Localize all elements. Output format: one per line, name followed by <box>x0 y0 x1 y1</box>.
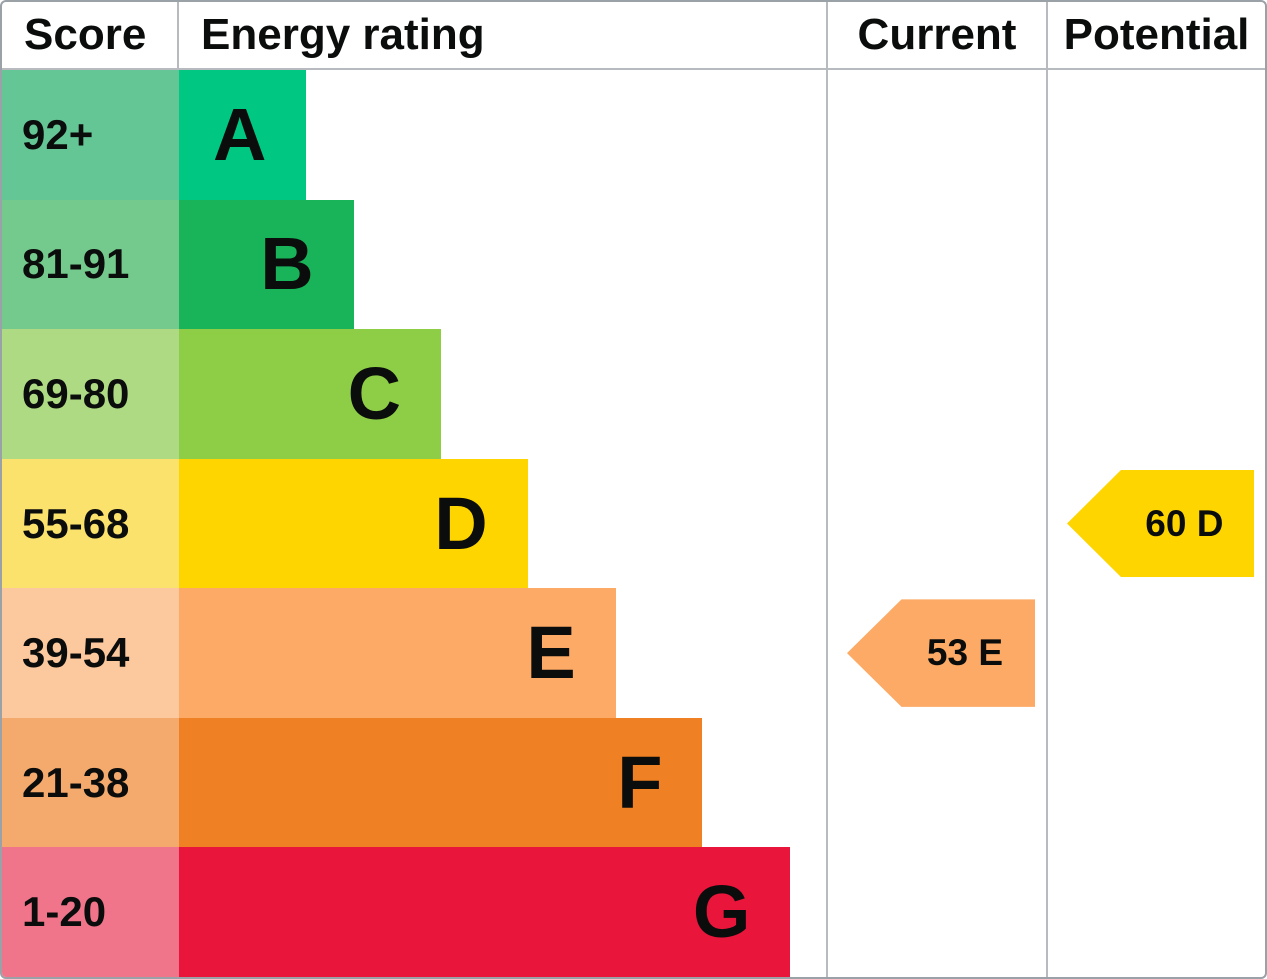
potential-marker-row-d: 60 D <box>1048 459 1265 589</box>
score-range-c: 69-80 <box>2 329 179 459</box>
potential-marker-row-e <box>1048 588 1265 718</box>
potential-rating-arrow: 60 D <box>1067 469 1254 578</box>
current-rating-arrow-label: 53 E <box>926 632 1004 674</box>
band-letter-c: C <box>347 351 402 435</box>
potential-marker-row-f <box>1048 718 1265 848</box>
score-column: Score 92+ 81-91 69-80 55-68 39-54 21-38 1-20 <box>2 2 179 977</box>
potential-marker-row-a <box>1048 70 1265 200</box>
potential-marker-row-b <box>1048 200 1265 330</box>
potential-marker-row-c <box>1048 329 1265 459</box>
rating-bar-row-c: C <box>179 329 826 459</box>
current-marker-row-e: 53 E <box>828 588 1046 718</box>
band-letter-b: B <box>260 222 314 306</box>
score-range-f: 21-38 <box>2 717 179 848</box>
band-letter-e: E <box>526 611 576 695</box>
score-range-e: 39-54 <box>2 588 179 718</box>
current-column-header: Current <box>828 2 1046 70</box>
current-marker-rows: 53 E <box>828 70 1046 977</box>
current-marker-row-c <box>828 329 1046 459</box>
current-marker-row-b <box>828 200 1046 330</box>
rating-bar-e: E <box>179 588 616 718</box>
band-letter-f: F <box>617 740 663 824</box>
potential-rating-arrow-label: 60 D <box>1145 502 1224 544</box>
rating-bar-g: G <box>179 847 791 977</box>
current-marker-row-d <box>828 459 1046 589</box>
score-column-header: Score <box>2 2 179 70</box>
score-range-b: 81-91 <box>2 199 179 330</box>
current-marker-row-a <box>828 70 1046 200</box>
potential-column-header: Potential <box>1048 2 1265 70</box>
rating-bar-row-f: F <box>179 717 826 848</box>
score-range-a: 92+ <box>2 70 179 200</box>
score-range-d: 55-68 <box>2 458 179 589</box>
potential-marker-row-g <box>1048 847 1265 977</box>
potential-column: Potential 60 D <box>1046 2 1265 977</box>
current-rating-arrow: 53 E <box>847 599 1035 707</box>
rating-bar-a: A <box>179 70 307 200</box>
band-letter-a: A <box>213 92 267 176</box>
rating-bar-row-g: G <box>179 847 826 977</box>
potential-marker-rows: 60 D <box>1048 70 1265 977</box>
rating-bar-row-d: D <box>179 458 826 589</box>
band-letter-g: G <box>692 870 751 954</box>
rating-bar-b: B <box>179 199 354 330</box>
rating-bar-row-a: A <box>179 70 826 200</box>
current-marker-row-f <box>828 718 1046 848</box>
rating-bar-d: D <box>179 458 528 589</box>
score-range-g: 1-20 <box>2 847 179 977</box>
score-rows: 92+ 81-91 69-80 55-68 39-54 21-38 1-20 <box>2 70 179 977</box>
band-letter-d: D <box>434 481 488 565</box>
rating-bar-row-b: B <box>179 199 826 330</box>
rating-bar-c: C <box>179 329 442 459</box>
energy-rating-column-header: Energy rating <box>179 2 826 70</box>
rating-bar-row-e: E <box>179 588 826 718</box>
rating-bar-f: F <box>179 717 703 848</box>
current-marker-row-g <box>828 847 1046 977</box>
current-column: Current 53 E <box>826 2 1046 977</box>
